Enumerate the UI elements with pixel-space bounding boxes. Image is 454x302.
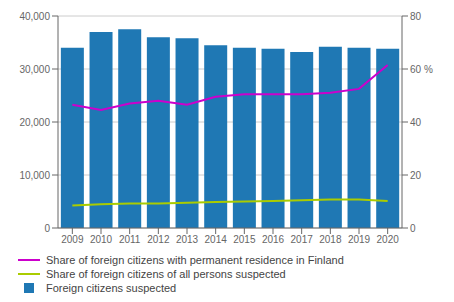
svg-text:20,000: 20,000 [19, 117, 50, 128]
svg-text:40,000: 40,000 [19, 11, 50, 22]
svg-text:0: 0 [410, 223, 416, 234]
svg-text:2014: 2014 [205, 234, 228, 245]
svg-text:60 %: 60 % [410, 64, 433, 75]
svg-text:2018: 2018 [319, 234, 342, 245]
svg-text:2012: 2012 [147, 234, 170, 245]
html-text:Share of foreign citizens of a: Share of foreign citizens of all persons… [46, 268, 286, 280]
svg-text:2013: 2013 [176, 234, 199, 245]
svg-text:2010: 2010 [90, 234, 113, 245]
svg-text:2011: 2011 [119, 234, 141, 245]
svg-text:2020: 2020 [377, 234, 400, 245]
svg-text:40: 40 [410, 117, 422, 128]
svg-text:10,000: 10,000 [19, 170, 50, 181]
svg-text:2016: 2016 [262, 234, 285, 245]
svg-text:80: 80 [410, 11, 422, 22]
svg-text:2017: 2017 [291, 234, 314, 245]
svg-text:2009: 2009 [61, 234, 84, 245]
svg-text:0: 0 [44, 223, 50, 234]
svg-text:2015: 2015 [233, 234, 256, 245]
html-text:Share of foreign citizens with: Share of foreign citizens with permanent… [46, 254, 344, 266]
svg-text:30,000: 30,000 [19, 64, 50, 75]
html-text:Foreign citizens suspected: Foreign citizens suspected [46, 282, 177, 294]
svg-text:20: 20 [410, 170, 422, 181]
svg-text:2019: 2019 [348, 234, 371, 245]
